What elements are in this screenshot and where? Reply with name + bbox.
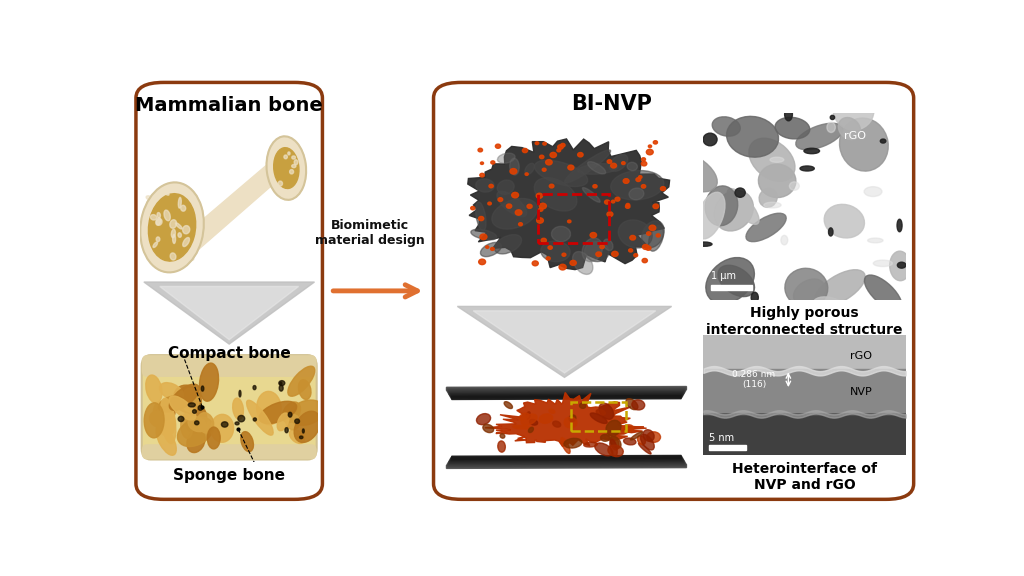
Text: Sponge bone: Sponge bone	[173, 468, 285, 483]
Polygon shape	[458, 306, 672, 377]
Text: Compact bone: Compact bone	[168, 346, 291, 361]
Polygon shape	[160, 286, 299, 340]
Text: Highly porous
interconnected structure: Highly porous interconnected structure	[707, 306, 903, 336]
FancyBboxPatch shape	[433, 82, 913, 499]
FancyBboxPatch shape	[136, 82, 323, 499]
Polygon shape	[473, 311, 655, 373]
Text: Heterointerface of
NVP and rGO: Heterointerface of NVP and rGO	[732, 461, 877, 492]
Text: Mammalian bone: Mammalian bone	[135, 96, 323, 115]
Text: Biomimetic
material design: Biomimetic material design	[315, 218, 425, 247]
Polygon shape	[143, 282, 314, 344]
Text: BI-NVP: BI-NVP	[570, 93, 651, 113]
